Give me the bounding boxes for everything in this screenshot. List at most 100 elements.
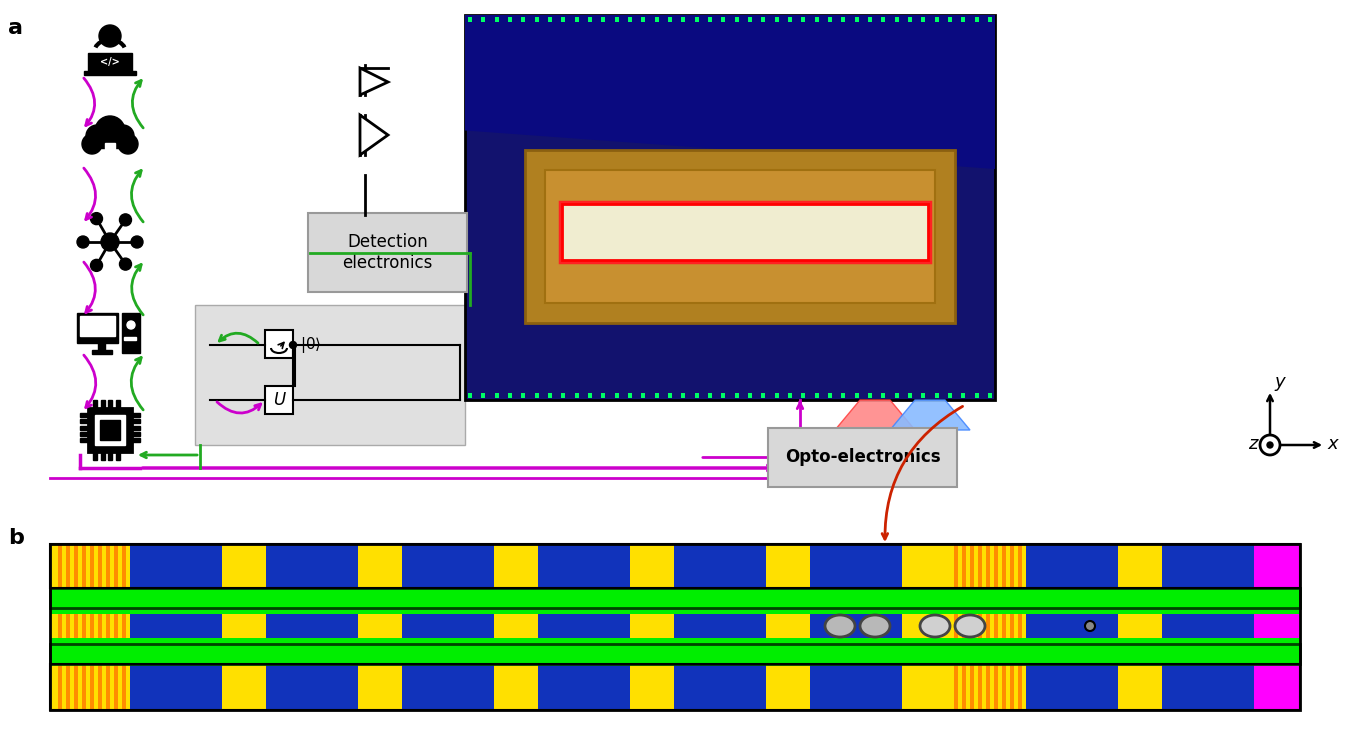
Bar [122, 664, 126, 710]
Bar [77, 313, 118, 343]
Bar [602, 393, 606, 398]
Bar [88, 408, 132, 452]
Bar [80, 431, 88, 436]
Text: x: x [1327, 435, 1338, 453]
Polygon shape [835, 400, 915, 430]
Bar [970, 614, 974, 638]
Bar [494, 17, 498, 22]
Bar [1027, 544, 1118, 588]
Bar [1253, 614, 1300, 638]
Bar [92, 350, 111, 354]
Bar [538, 664, 630, 710]
Bar [67, 544, 71, 588]
Bar [961, 17, 966, 22]
Bar [1118, 614, 1162, 638]
Polygon shape [96, 159, 124, 172]
Bar [766, 544, 809, 588]
Text: z: z [1248, 435, 1258, 453]
Bar [902, 664, 947, 710]
Bar [521, 393, 526, 398]
Circle shape [77, 236, 90, 248]
Bar [902, 544, 947, 588]
Bar [130, 664, 221, 710]
Bar [615, 393, 619, 398]
Bar [67, 664, 71, 710]
Bar [67, 614, 71, 638]
Bar [674, 614, 766, 638]
Bar [1162, 614, 1253, 638]
Bar [655, 17, 659, 22]
Bar [359, 614, 402, 638]
Bar [132, 419, 140, 423]
Bar [1027, 614, 1118, 638]
Bar [668, 17, 672, 22]
Bar [114, 664, 118, 710]
Bar [766, 614, 809, 638]
Bar [868, 393, 872, 398]
Bar [854, 393, 858, 398]
Bar [109, 452, 113, 460]
Circle shape [99, 25, 121, 47]
Bar [809, 544, 902, 588]
Ellipse shape [860, 615, 889, 637]
Bar [50, 664, 130, 710]
Bar [708, 393, 712, 398]
Bar [1118, 544, 1162, 588]
Bar [762, 393, 766, 398]
Bar [98, 544, 102, 588]
Bar [122, 544, 126, 588]
Bar [774, 393, 778, 398]
Bar [494, 393, 498, 398]
Bar [538, 544, 630, 588]
Bar [481, 393, 485, 398]
Circle shape [120, 214, 132, 226]
Bar [1162, 664, 1253, 710]
Bar [615, 17, 619, 22]
Bar [735, 393, 739, 398]
Text: b: b [8, 528, 24, 548]
Bar [521, 17, 526, 22]
Bar [73, 664, 77, 710]
Circle shape [118, 134, 139, 154]
Circle shape [91, 212, 102, 225]
Bar [630, 614, 674, 638]
Bar [641, 17, 645, 22]
Bar [95, 415, 125, 445]
Bar [80, 316, 115, 336]
Text: Opto-electronics: Opto-electronics [785, 448, 940, 466]
Bar [494, 544, 538, 588]
Bar [80, 426, 88, 429]
Bar [735, 17, 739, 22]
Bar [122, 614, 126, 638]
Bar [73, 614, 77, 638]
Bar [948, 393, 952, 398]
Bar [559, 201, 930, 262]
Bar [100, 400, 105, 408]
Bar [895, 393, 899, 398]
Bar [630, 544, 674, 588]
FancyBboxPatch shape [769, 428, 957, 487]
Bar [994, 664, 998, 710]
Circle shape [95, 116, 125, 146]
Bar [574, 393, 579, 398]
Bar [762, 17, 766, 22]
Bar [98, 664, 102, 710]
Bar [970, 664, 974, 710]
Bar [265, 386, 293, 414]
Bar [627, 393, 631, 398]
Bar [978, 544, 982, 588]
Bar [975, 17, 979, 22]
Bar [815, 17, 819, 22]
Circle shape [1085, 621, 1095, 631]
Bar [469, 17, 473, 22]
Bar [989, 17, 991, 22]
Bar [868, 17, 872, 22]
Bar [132, 413, 140, 417]
Bar [1253, 664, 1300, 710]
Bar [766, 664, 809, 710]
Bar [881, 17, 885, 22]
Bar [535, 17, 539, 22]
Bar [402, 664, 494, 710]
Bar [50, 664, 1300, 710]
Bar [947, 544, 1027, 588]
